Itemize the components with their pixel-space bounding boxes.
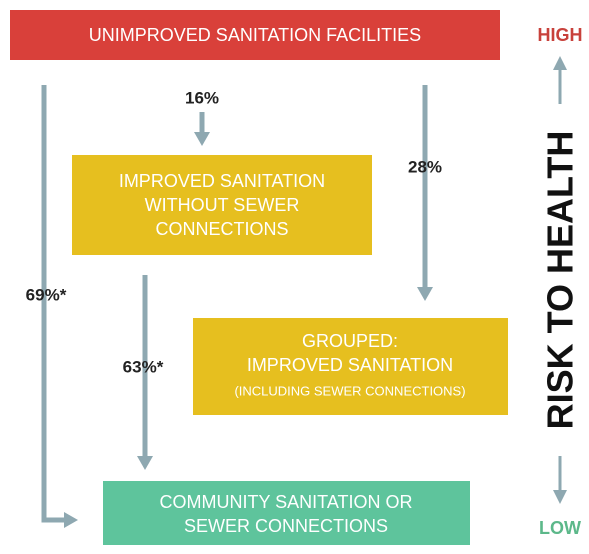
box-community: [103, 481, 470, 545]
scale-high: HIGH: [538, 25, 583, 45]
box-grouped: [193, 318, 508, 415]
arrow: [41, 85, 66, 523]
arrow-label: 63%*: [123, 357, 164, 376]
box-label: IMPROVED SANITATION: [247, 355, 453, 375]
arrow-label: 16%: [185, 88, 219, 107]
box-label: CONNECTIONS: [155, 219, 288, 239]
box-improved: [72, 155, 372, 255]
arrowhead: [194, 132, 210, 146]
box-note: (INCLUDING SEWER CONNECTIONS): [234, 383, 465, 398]
box-label: IMPROVED SANITATION: [119, 171, 325, 191]
box-label: SEWER CONNECTIONS: [184, 516, 388, 536]
box-label: UNIMPROVED SANITATION FACILITIES: [89, 25, 421, 45]
arrowhead: [417, 287, 433, 301]
arrowhead: [137, 456, 153, 470]
box-label: GROUPED:: [302, 331, 398, 351]
scale-title: RISK TO HEALTH: [540, 131, 581, 430]
box-label: COMMUNITY SANITATION OR: [159, 492, 412, 512]
arrowhead: [64, 512, 78, 528]
arrow-label: 69%*: [26, 285, 67, 304]
box-unimproved: [10, 10, 500, 60]
arrowhead: [553, 490, 567, 504]
scale-low: LOW: [539, 518, 581, 538]
arrow-label: 28%: [408, 157, 442, 176]
arrowhead: [553, 56, 567, 70]
box-label: WITHOUT SEWER: [145, 195, 300, 215]
